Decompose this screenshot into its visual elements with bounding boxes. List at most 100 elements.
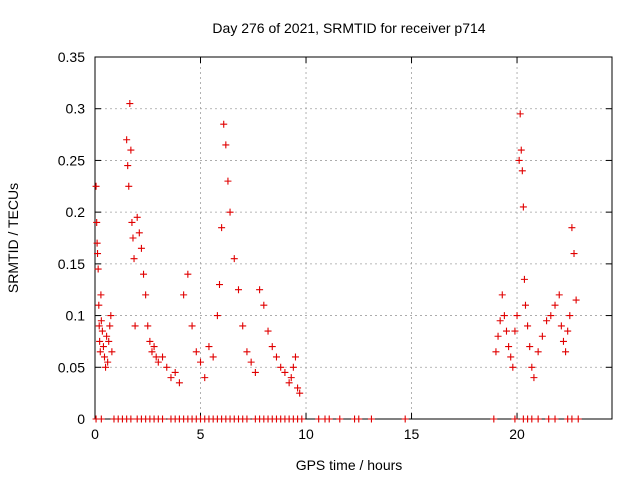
data-point xyxy=(96,337,104,345)
data-point xyxy=(534,348,542,356)
data-point xyxy=(137,244,145,252)
data-points xyxy=(92,100,582,423)
data-point xyxy=(285,379,293,387)
data-point xyxy=(562,348,570,356)
data-point xyxy=(507,353,515,361)
data-point xyxy=(184,270,192,278)
data-point xyxy=(130,255,138,263)
data-point xyxy=(526,343,534,351)
data-point xyxy=(107,312,115,320)
x-axis-label: GPS time / hours xyxy=(296,457,403,473)
data-point xyxy=(277,363,285,371)
data-point xyxy=(209,353,217,361)
data-point xyxy=(230,255,238,263)
data-point xyxy=(159,353,167,361)
data-point xyxy=(104,358,112,366)
data-point xyxy=(545,415,553,423)
data-point xyxy=(99,343,107,351)
data-point xyxy=(524,322,532,330)
data-point xyxy=(126,100,134,108)
data-point xyxy=(247,358,255,366)
data-point xyxy=(131,322,139,330)
data-point xyxy=(216,281,224,289)
data-point xyxy=(148,348,156,356)
data-point xyxy=(144,322,152,330)
x-tick-label: 15 xyxy=(404,426,420,442)
data-point xyxy=(125,182,133,190)
data-point xyxy=(154,358,162,366)
data-point xyxy=(264,327,272,335)
data-point xyxy=(530,374,538,382)
data-point xyxy=(163,363,171,371)
data-point xyxy=(515,156,523,164)
data-point xyxy=(509,363,517,371)
data-point xyxy=(105,337,113,345)
data-point xyxy=(315,415,323,423)
data-point xyxy=(167,374,175,382)
y-tick-label: 0 xyxy=(77,411,85,427)
data-point xyxy=(513,312,521,320)
data-point xyxy=(102,363,110,371)
x-tick-label: 20 xyxy=(509,426,525,442)
data-point xyxy=(268,343,276,351)
data-point xyxy=(519,203,527,211)
data-point xyxy=(226,208,234,216)
data-point xyxy=(543,317,551,325)
y-tick-label: 0.35 xyxy=(58,49,85,65)
data-point xyxy=(498,291,506,299)
data-point xyxy=(260,301,268,309)
data-point xyxy=(521,301,529,309)
data-point xyxy=(494,332,502,340)
data-point xyxy=(568,415,576,423)
data-point xyxy=(180,291,188,299)
data-point xyxy=(93,218,101,226)
data-point xyxy=(289,363,297,371)
y-tick-label: 0.3 xyxy=(66,101,86,117)
data-point xyxy=(133,213,141,221)
data-point xyxy=(222,141,230,149)
data-point xyxy=(538,332,546,340)
data-point xyxy=(213,312,221,320)
data-point xyxy=(574,415,582,423)
data-point xyxy=(197,358,205,366)
data-point xyxy=(95,322,103,330)
y-axis-label: SRMTID / TECUs xyxy=(5,183,21,293)
data-point xyxy=(298,415,306,423)
data-point xyxy=(490,415,498,423)
data-point xyxy=(201,374,209,382)
data-point xyxy=(256,286,264,294)
data-point xyxy=(224,177,232,185)
y-tick-label: 0.05 xyxy=(58,359,85,375)
data-point xyxy=(557,322,565,330)
data-point xyxy=(511,415,519,423)
data-point xyxy=(401,415,409,423)
data-point xyxy=(502,327,510,335)
data-point xyxy=(296,389,304,397)
data-point xyxy=(243,415,251,423)
data-point xyxy=(175,379,183,387)
grid-lines xyxy=(95,57,612,419)
data-point xyxy=(152,353,160,361)
data-point xyxy=(129,234,137,242)
data-point xyxy=(106,322,114,330)
data-point xyxy=(500,312,508,320)
data-point xyxy=(108,348,116,356)
data-point xyxy=(97,291,105,299)
data-point xyxy=(287,374,295,382)
data-point xyxy=(511,327,519,335)
data-point xyxy=(100,353,108,361)
data-point xyxy=(135,229,143,237)
data-point xyxy=(171,368,179,376)
data-point xyxy=(555,291,563,299)
data-point xyxy=(243,348,251,356)
data-point xyxy=(572,296,580,304)
data-point xyxy=(94,265,102,273)
y-tick-label: 0.2 xyxy=(66,204,86,220)
data-point xyxy=(124,162,132,170)
data-point xyxy=(146,337,154,345)
data-point xyxy=(192,348,200,356)
data-point xyxy=(142,291,150,299)
data-point xyxy=(564,327,572,335)
data-point xyxy=(355,415,363,423)
data-point xyxy=(123,136,131,144)
